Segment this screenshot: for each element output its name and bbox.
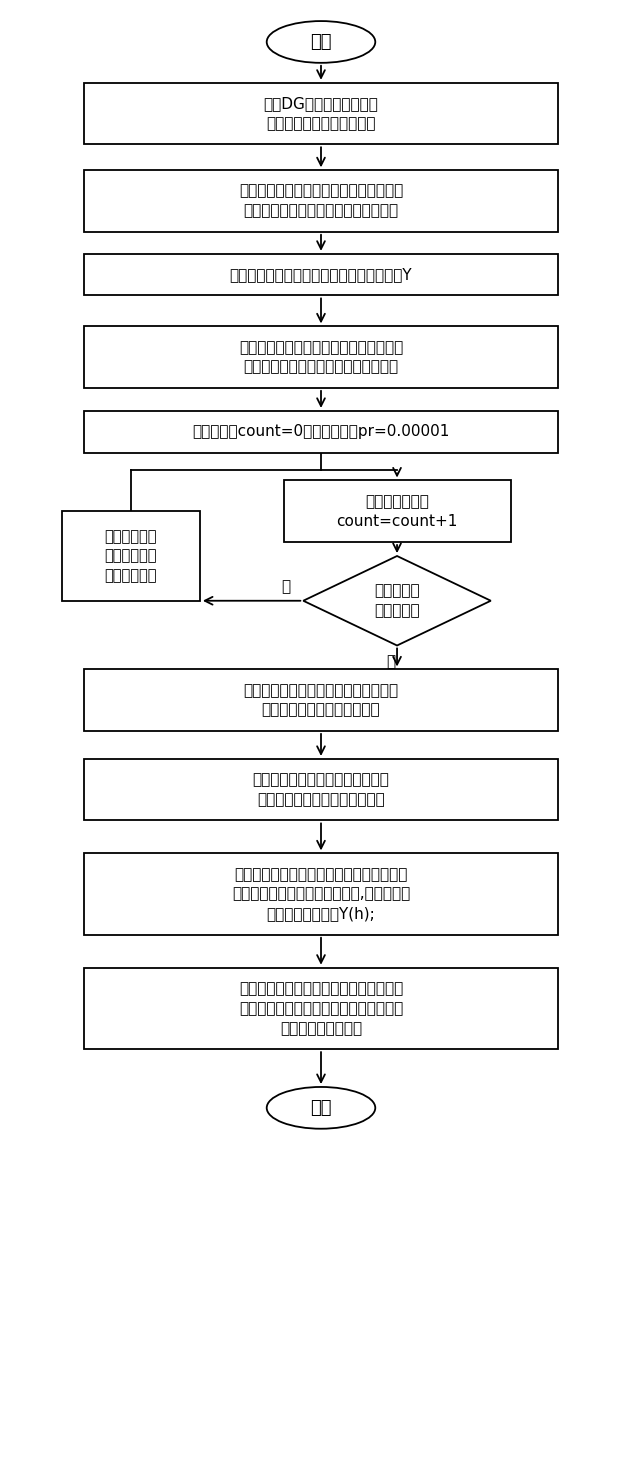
Text: 在基波云潮流基础上，根据谐波源
运行特性计算节点注入谐波电流: 在基波云潮流基础上，根据谐波源 运行特性计算节点注入谐波电流 xyxy=(252,772,390,808)
Text: 设平衡节点功率值和非平衡节点的电压初
值，并根据云期望设置不确定节点功率: 设平衡节点功率值和非平衡节点的电压初 值，并根据云期望设置不确定节点功率 xyxy=(239,339,403,375)
FancyBboxPatch shape xyxy=(84,967,558,1049)
Ellipse shape xyxy=(266,1087,376,1129)
Text: 精度误差小
于设置要求: 精度误差小 于设置要求 xyxy=(374,584,420,619)
FancyBboxPatch shape xyxy=(284,480,510,543)
Text: 测得DG接入节点的输出功
率，多次测量取得数据样本: 测得DG接入节点的输出功 率，多次测量取得数据样本 xyxy=(264,97,378,132)
Text: 开始: 开始 xyxy=(310,34,332,51)
FancyBboxPatch shape xyxy=(84,411,558,452)
Text: 利用系统敏感系数与输入变量范围值求
潮流输出变量的可能性范围值: 利用系统敏感系数与输入变量范围值求 潮流输出变量的可能性范围值 xyxy=(243,683,399,717)
FancyBboxPatch shape xyxy=(84,170,558,231)
Text: 依据所在电网络中元器件的特性，得出元器
件在各次谐波下的等效谐波参数,求得相应的
网络谐波导纳矩阵Y(h);: 依据所在电网络中元器件的特性，得出元器 件在各次谐波下的等效谐波参数,求得相应的… xyxy=(232,866,410,922)
Text: 结束: 结束 xyxy=(310,1099,332,1116)
Text: 令迭代次数count=0，设精度误差pr=0.00001: 令迭代次数count=0，设精度误差pr=0.00001 xyxy=(193,424,449,439)
FancyBboxPatch shape xyxy=(84,83,558,145)
Ellipse shape xyxy=(266,20,376,63)
Text: 基于谐波导纳矩阵与节点谐波电流量求解
出电网节点谐波电压，在进一步求解节点
电压总谐波畸变率等: 基于谐波导纳矩阵与节点谐波电流量求解 出电网节点谐波电压，在进一步求解节点 电压… xyxy=(239,982,403,1036)
FancyBboxPatch shape xyxy=(84,253,558,296)
Text: 否: 否 xyxy=(281,579,290,594)
Polygon shape xyxy=(303,556,490,645)
FancyBboxPatch shape xyxy=(62,511,200,601)
FancyBboxPatch shape xyxy=(84,670,558,732)
Text: 根据数据样本，利用逆向云发生器，产生
正态云数字特征值：期望、熵、超熵。: 根据数据样本，利用逆向云发生器，产生 正态云数字特征值：期望、熵、超熵。 xyxy=(239,184,403,218)
Text: 进行潮流计算；
count=count+1: 进行潮流计算； count=count+1 xyxy=(336,494,458,528)
FancyBboxPatch shape xyxy=(84,326,558,388)
Text: 是: 是 xyxy=(386,654,395,669)
Text: 修正平衡节点
功率值与非平
衡节点电压值: 修正平衡节点 功率值与非平 衡节点电压值 xyxy=(105,528,157,584)
Text: 输入系统网络原始数据，形成节点导纳矩阵Y: 输入系统网络原始数据，形成节点导纳矩阵Y xyxy=(230,268,412,282)
FancyBboxPatch shape xyxy=(84,853,558,935)
FancyBboxPatch shape xyxy=(84,759,558,821)
